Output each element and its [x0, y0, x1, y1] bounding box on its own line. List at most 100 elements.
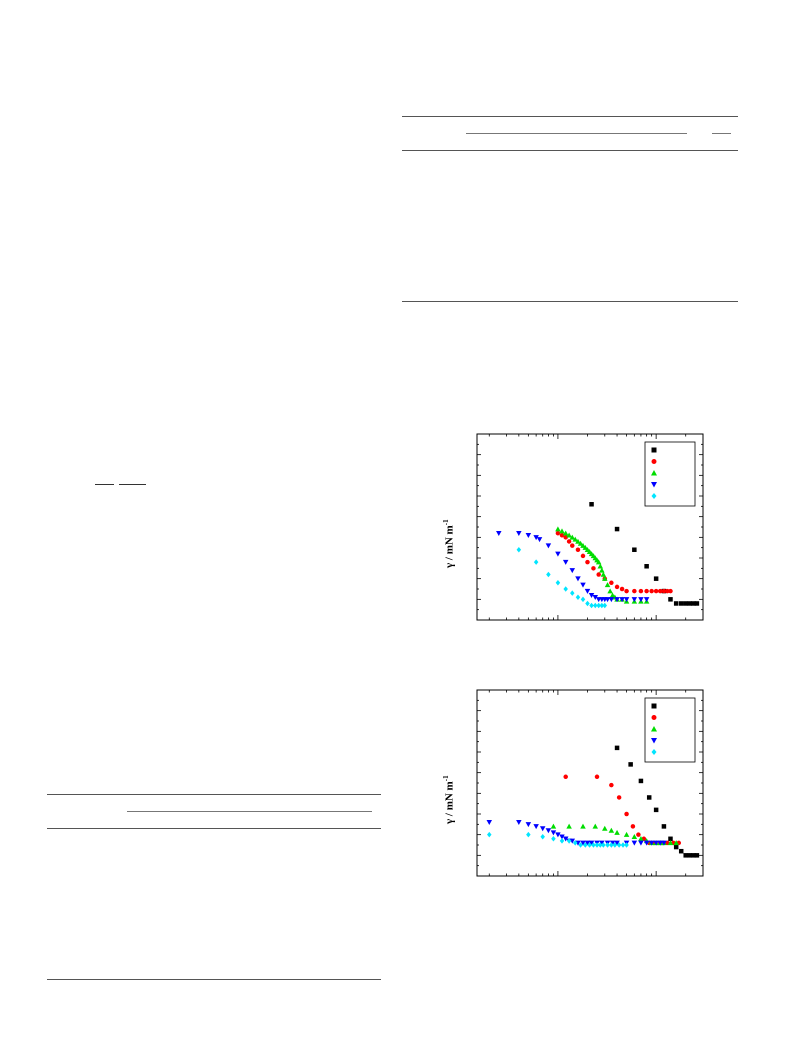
data-point [687, 853, 693, 858]
data-point [595, 559, 602, 565]
data-point [566, 532, 572, 538]
data-point [614, 840, 620, 846]
data-point [619, 586, 625, 592]
series-1 [589, 502, 700, 606]
data-point [600, 571, 607, 577]
data-point [683, 853, 688, 858]
chart-1-svg [476, 433, 704, 621]
data-point [665, 588, 670, 594]
data-point [577, 540, 584, 546]
data-point [578, 842, 583, 848]
data-point [653, 588, 659, 594]
data-point [632, 547, 637, 552]
data-point [525, 533, 532, 539]
data-point [638, 840, 644, 846]
data-point [525, 822, 532, 828]
data-point [585, 559, 590, 565]
data-point [559, 528, 565, 534]
data-point [516, 546, 522, 553]
chart-1: γ / mN m-1 [440, 430, 720, 630]
data-point [596, 572, 601, 577]
data-point [632, 588, 637, 594]
data-point [638, 836, 644, 842]
data-point [673, 840, 679, 846]
data-point [678, 848, 684, 854]
legend-marker-2 [651, 715, 657, 720]
table-spanner-rule [127, 811, 372, 812]
data-point [594, 842, 600, 848]
data-point [555, 526, 561, 532]
data-point [694, 853, 700, 858]
data-point [687, 601, 693, 606]
data-point [691, 601, 696, 606]
table-header-rule [47, 828, 381, 829]
data-point [555, 551, 561, 557]
data-point [550, 823, 557, 829]
data-point [661, 824, 667, 829]
data-point [638, 597, 644, 603]
data-point [570, 590, 575, 596]
data-point [533, 535, 539, 541]
data-point [575, 547, 581, 552]
data-point [620, 842, 626, 848]
data-point [575, 594, 581, 601]
data-point [657, 588, 663, 594]
legend-marker-4 [651, 482, 657, 488]
data-point [545, 543, 552, 549]
chart-2-ylabel: γ / mN m-1 [442, 775, 456, 824]
data-point [628, 762, 633, 767]
data-point [605, 842, 610, 848]
data-point [631, 840, 638, 846]
data-point [592, 823, 599, 829]
data-point [587, 842, 592, 848]
data-point [653, 840, 659, 846]
data-point [683, 601, 688, 606]
data-point [646, 795, 652, 800]
legend-marker-5 [651, 749, 657, 755]
data-point [589, 602, 594, 609]
data-point [673, 601, 679, 606]
data-point [533, 559, 539, 565]
legend-marker-4 [651, 738, 657, 744]
data-point [624, 842, 629, 848]
series-2 [563, 774, 682, 846]
legend [644, 697, 696, 763]
y-axis-ticks [477, 433, 703, 621]
data-point [607, 588, 613, 594]
data-point [653, 807, 659, 813]
data-point [609, 782, 614, 788]
data-point [631, 597, 638, 603]
data-point [566, 838, 572, 844]
data-point [643, 597, 650, 603]
data-point [526, 831, 531, 838]
data-point [616, 795, 622, 800]
data-point [643, 840, 650, 846]
data-point [588, 592, 595, 598]
data-point [555, 832, 561, 838]
data-point [592, 595, 599, 601]
data-point [551, 836, 556, 842]
data-point [616, 842, 622, 848]
data-point [602, 825, 608, 831]
data-point [580, 542, 586, 548]
data-point [619, 597, 625, 603]
data-point [486, 820, 493, 826]
data-point [623, 831, 630, 837]
data-point [583, 842, 588, 848]
series-4 [496, 530, 650, 603]
data-point [540, 833, 545, 840]
data-point [496, 530, 502, 536]
data-point [589, 502, 594, 507]
legend-marker-5 [651, 493, 657, 499]
data-point [648, 840, 655, 846]
data-point [614, 526, 620, 532]
data-point [612, 842, 618, 848]
data-point [566, 823, 572, 829]
data-point [609, 840, 616, 846]
data-point [609, 842, 614, 848]
data-point [638, 778, 644, 784]
data-point [555, 580, 561, 586]
data-point [599, 602, 605, 609]
data-point [668, 588, 673, 594]
data-point [570, 543, 575, 548]
